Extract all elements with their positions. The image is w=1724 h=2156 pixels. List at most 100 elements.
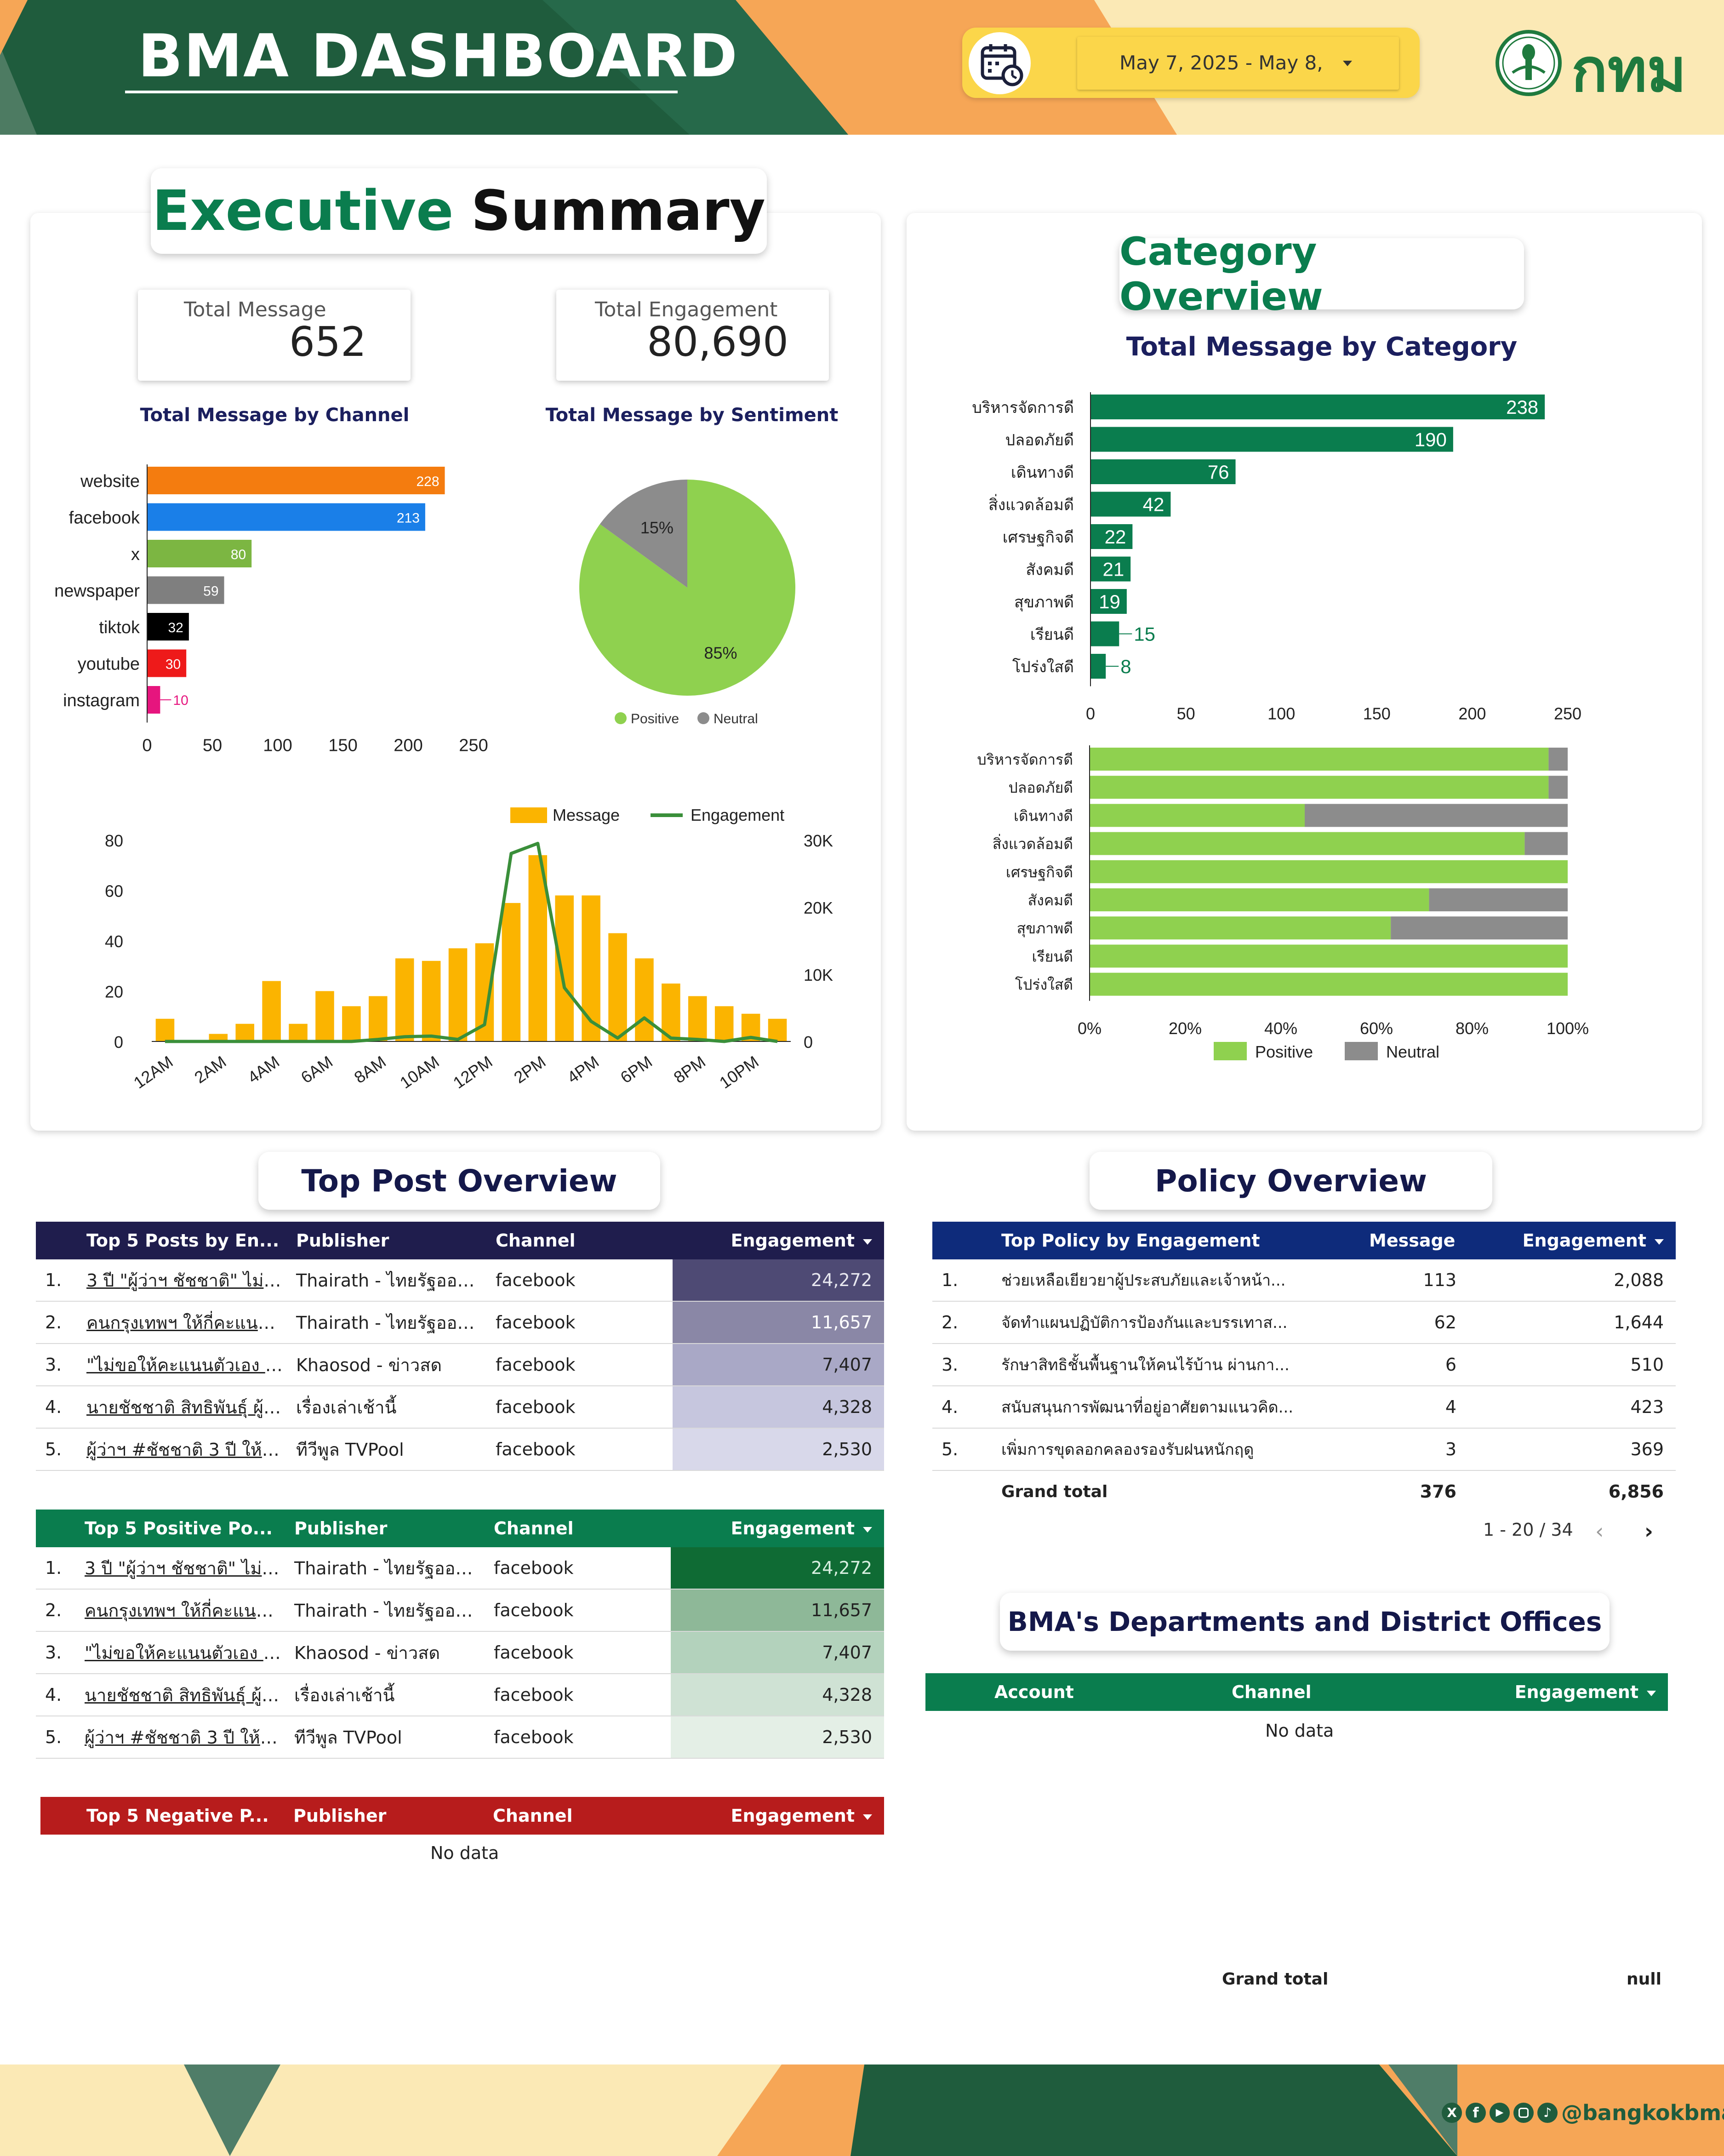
post-link[interactable]: "ไม่ขอให้คะแนนตัวเอง แต่... bbox=[86, 1344, 287, 1386]
channel-x-tick-label: 50 bbox=[203, 736, 222, 755]
post-link[interactable]: คนกรุงเทพฯ ให้กี่คะแนน ?... bbox=[85, 1589, 285, 1632]
top-negative-table: Top 5 Negative P... Publisher Channel En… bbox=[40, 1797, 884, 1835]
post-link[interactable]: คนกรุงเทพฯ ให้กี่คะแนน ?... bbox=[86, 1301, 287, 1344]
col-publisher[interactable]: Publisher bbox=[294, 1518, 388, 1538]
departments-table: Account Channel Engagement bbox=[925, 1673, 1668, 1711]
message-bar bbox=[528, 855, 548, 1041]
table-row[interactable]: 4. สนับสนุนการพัฒนาที่อยู่อาศัยตามแนวคิด.… bbox=[932, 1386, 1676, 1429]
col-engagement-label: Engagement bbox=[731, 1230, 855, 1251]
chevron-down-icon[interactable] bbox=[1343, 61, 1352, 66]
row-index: 1. bbox=[932, 1259, 1001, 1302]
channel-category-label: youtube bbox=[78, 655, 140, 674]
table-row[interactable]: 2. คนกรุงเทพฯ ให้กี่คะแนน ?... Thairath - … bbox=[36, 1301, 884, 1344]
col-top-negative-posts[interactable]: Top 5 Negative P... bbox=[86, 1806, 269, 1826]
category-x-tick-label: 200 bbox=[1458, 704, 1486, 723]
table-row[interactable]: 3. รักษาสิทธิชั้นพื้นฐานให้คนไร้บ้าน ผ่าน… bbox=[932, 1344, 1676, 1386]
kpi-total-message-label: Total Message bbox=[184, 298, 326, 321]
col-channel[interactable]: Channel bbox=[496, 1230, 576, 1251]
post-link[interactable]: 3 ปี "ผู้ว่าฯ ชัชชาติ" ไม่ขอ... bbox=[85, 1547, 285, 1590]
sort-desc-icon[interactable] bbox=[1655, 1239, 1664, 1245]
facebook-icon[interactable]: f bbox=[1466, 2103, 1486, 2123]
category-chart-title: Total Message by Category bbox=[1126, 332, 1518, 362]
col-top-policy[interactable]: Top Policy by Engagement bbox=[1001, 1230, 1260, 1251]
col-account[interactable]: Account bbox=[994, 1682, 1074, 1702]
col-engagement-sort[interactable]: Engagement bbox=[673, 1222, 884, 1259]
tiktok-icon[interactable]: ♪ bbox=[1537, 2103, 1558, 2123]
header-bar: BMA DASHBOARD May 7, 2025 - May 8, 2 bbox=[0, 0, 1724, 135]
message-bar bbox=[714, 1006, 734, 1041]
stacked-bar-positive bbox=[1090, 748, 1549, 771]
policy-cell: เพิ่มการขุดลอกคลองรองรับฝนหนักฤดู bbox=[1001, 1428, 1355, 1471]
message-bar bbox=[289, 1024, 308, 1041]
post-link[interactable]: ผู้ว่าฯ #ชัชชาติ 3 ปี ให้ตัวเ... bbox=[86, 1428, 287, 1471]
post-link[interactable]: "ไม่ขอให้คะแนนตัวเอง แต่... bbox=[85, 1631, 285, 1674]
post-link[interactable]: นายชัชชาติ สิทธิพันธุ์ ผู้ว่า... bbox=[86, 1386, 287, 1429]
publisher-cell: Khaosod - ข่าวสด bbox=[287, 1344, 486, 1386]
top-positive-table: Top 5 Positive Po... Publisher Channel E… bbox=[36, 1510, 884, 1759]
date-range-control[interactable]: May 7, 2025 - May 8, 2 bbox=[962, 28, 1420, 98]
policy-pagination-text: 1 - 20 / 34 bbox=[1483, 1520, 1573, 1540]
negative-grand-total-value: null bbox=[1627, 1970, 1661, 1989]
table-row[interactable]: 1. ช่วยเหลือเยียวยาผู้ประสบภัยและเจ้าหน้า… bbox=[932, 1259, 1676, 1302]
channel-x-tick-label: 150 bbox=[328, 736, 357, 755]
col-top-posts[interactable]: Top 5 Posts by En... bbox=[86, 1230, 280, 1251]
sort-desc-icon[interactable] bbox=[1647, 1690, 1656, 1696]
engagement-cell: 2,088 bbox=[1502, 1259, 1676, 1302]
col-top-positive-posts[interactable]: Top 5 Positive Po... bbox=[85, 1518, 273, 1538]
sort-desc-icon[interactable] bbox=[863, 1239, 872, 1245]
table-row[interactable]: 5. ผู้ว่าฯ #ชัชชาติ 3 ปี ให้ตัวเ... ทีวีพู… bbox=[36, 1428, 884, 1471]
table-row[interactable]: 4. นายชัชชาติ สิทธิพันธุ์ ผู้ว่า... เรื่อง… bbox=[36, 1386, 884, 1429]
instagram-icon[interactable] bbox=[1513, 2103, 1534, 2123]
sort-desc-icon[interactable] bbox=[863, 1814, 872, 1820]
legend-swatch-message bbox=[510, 807, 547, 823]
kpi-total-message-value: 652 bbox=[289, 318, 366, 366]
table-row[interactable]: 1. 3 ปี "ผู้ว่าฯ ชัชชาติ" ไม่ขอ... Thairat… bbox=[36, 1259, 884, 1302]
col-publisher[interactable]: Publisher bbox=[296, 1230, 389, 1251]
date-range-field[interactable]: May 7, 2025 - May 8, 2 bbox=[1077, 37, 1399, 90]
table-row[interactable]: 3. "ไม่ขอให้คะแนนตัวเอง แต่... Khaosod - ข… bbox=[36, 1344, 884, 1386]
category-x-tick-label: 0 bbox=[1086, 704, 1095, 723]
post-link[interactable]: นายชัชชาติ สิทธิพันธุ์ ผู้ว่า... bbox=[85, 1674, 285, 1716]
sort-desc-icon[interactable] bbox=[863, 1527, 872, 1533]
title-underline bbox=[125, 91, 678, 93]
message-cell: 6 bbox=[1355, 1344, 1502, 1386]
category-value-label: 15 bbox=[1134, 623, 1155, 645]
col-message[interactable]: Message bbox=[1369, 1230, 1456, 1251]
policy-grand-total-engagement: 6,856 bbox=[1608, 1481, 1664, 1502]
social-handle[interactable]: @bangkokbma bbox=[1561, 2100, 1724, 2125]
message-bar bbox=[395, 958, 414, 1041]
category-sentiment-label: โปร่งใสดี bbox=[1015, 976, 1073, 994]
table-row[interactable]: 5. เพิ่มการขุดลอกคลองรองรับฝนหนักฤดู 3 369 bbox=[932, 1428, 1676, 1471]
col-engagement-sort[interactable]: Engagement bbox=[671, 1510, 884, 1547]
policy-cell: รักษาสิทธิชั้นพื้นฐานให้คนไร้บ้าน ผ่านกา… bbox=[1001, 1344, 1355, 1386]
chevron-right-icon[interactable]: › bbox=[1644, 1519, 1653, 1544]
channel-x-tick-label: 200 bbox=[394, 736, 422, 755]
message-bar bbox=[635, 958, 654, 1041]
channel-cell: facebook bbox=[485, 1674, 671, 1716]
x-icon[interactable]: X bbox=[1442, 2103, 1462, 2123]
table-row[interactable]: 2. คนกรุงเทพฯ ให้กี่คะแนน ?... Thairath - … bbox=[36, 1589, 884, 1632]
stacked-x-tick-label: 20% bbox=[1169, 1019, 1202, 1038]
chevron-left-icon[interactable]: ‹ bbox=[1595, 1519, 1604, 1544]
col-channel[interactable]: Channel bbox=[1232, 1682, 1312, 1702]
calendar-icon-wrap[interactable] bbox=[969, 32, 1031, 94]
category-sentiment-label: เรียนดี bbox=[1032, 948, 1073, 965]
table-row[interactable]: 1. 3 ปี "ผู้ว่าฯ ชัชชาติ" ไม่ขอ... Thairat… bbox=[36, 1547, 884, 1590]
col-channel[interactable]: Channel bbox=[494, 1518, 574, 1538]
col-engagement-sort[interactable]: Engagement bbox=[670, 1797, 884, 1835]
category-label: สิ่งแวดล้อมดี bbox=[988, 494, 1074, 515]
col-engagement-sort[interactable]: Engagement bbox=[1502, 1222, 1676, 1259]
table-row[interactable]: 2. จัดทำแผนปฏิบัติการป้องกันและบรรเทาส...… bbox=[932, 1301, 1676, 1344]
row-index: 5. bbox=[932, 1428, 1001, 1471]
table-row[interactable]: 4. นายชัชชาติ สิทธิพันธุ์ ผู้ว่า... เรื่อง… bbox=[36, 1674, 884, 1716]
message-bar bbox=[262, 981, 281, 1041]
table-row[interactable]: 3. "ไม่ขอให้คะแนนตัวเอง แต่... Khaosod - ข… bbox=[36, 1631, 884, 1674]
post-link[interactable]: 3 ปี "ผู้ว่าฯ ชัชชาติ" ไม่ขอ... bbox=[86, 1259, 287, 1302]
table-row[interactable]: 5. ผู้ว่าฯ #ชัชชาติ 3 ปี ให้ตัวเ... ทีวีพู… bbox=[36, 1716, 884, 1759]
post-link[interactable]: ผู้ว่าฯ #ชัชชาติ 3 ปี ให้ตัวเ... bbox=[85, 1716, 285, 1759]
col-engagement-sort[interactable]: Engagement bbox=[1425, 1673, 1668, 1711]
col-channel[interactable]: Channel bbox=[493, 1806, 573, 1826]
youtube-icon[interactable]: ▶ bbox=[1490, 2103, 1510, 2123]
channel-value-label: 213 bbox=[397, 511, 420, 526]
col-publisher[interactable]: Publisher bbox=[293, 1806, 387, 1826]
